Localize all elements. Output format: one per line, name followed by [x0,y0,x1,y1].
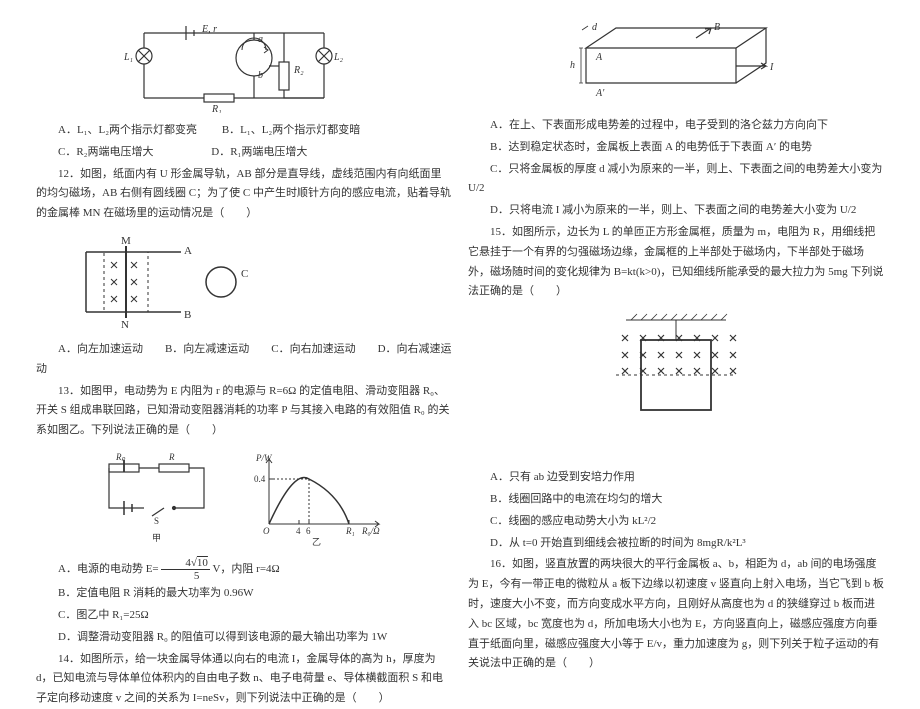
right-column: d B A A' I h A．在上、下表面形成电势差的过程中，电子受到的洛仑兹力… [460,10,892,641]
fig4-I: I [769,62,774,73]
figure-urail: M N A B C [36,232,452,332]
left-column: E, r L₁ L₂ R₁ R₂ a b A．L₁、L₂两个指示灯都变亮 B．L… [28,10,460,641]
fig2-M: M [121,235,131,247]
fig2-N: N [121,319,129,331]
label-R2: R₂ [293,65,304,76]
q12-choices: A．向左加速运动 B．向左减速运动 C．向右加速运动 D．向右减速运动 [36,340,452,380]
fig3-S: S [154,516,159,526]
q14-C: C．只将金属板的厚度 d 减小为原来的一半，则上、下表面之间的电势差大小变为 U… [468,160,884,200]
fig4-Ap: A' [595,88,605,99]
fig4-h: h [570,60,575,71]
q11-C: C．R₂两端电压增大 [58,146,154,158]
fig3-t6: 6 [306,526,311,536]
q13-D: D．调整滑动变阻器 R₀ 的阻值可以得到该电源的最大输出功率为 1W [36,628,452,648]
figure-circuit: E, r L₁ L₂ R₁ R₂ a b [36,18,452,113]
q13-A: A．电源的电动势 E= 4√10 5 V，内阻 r=4Ω [36,557,452,582]
fig3-O: O [263,526,270,536]
fig2-B: B [184,309,191,321]
fig3-t4: 4 [296,526,301,536]
q14-A: A．在上、下表面形成电势差的过程中，电子受到的洛仑兹力方向向下 [468,116,884,136]
q15-B: B．线圈回路中的电流在均匀的增大 [468,490,884,510]
fig3-plabel: 甲 [152,533,161,543]
q13-A-post: V，内阻 r=4Ω [212,563,279,575]
q15-C: C．线圈的感应电动势大小为 kL²/2 [468,512,884,532]
q14-D: D．只将电流 I 减小为原来的一半，则上、下表面之间的电势差大小变为 U/2 [468,201,884,221]
q13-A-den: 5 [161,570,210,582]
fig4-d: d [592,22,598,33]
fig3-Rp: Rₚ [115,452,125,462]
q16-stem: 16．如图，竖直放置的两块很大的平行金属板 a、b，相距为 d，ab 间的电场强… [468,555,884,674]
svg-text:R₁: R₁ [345,526,355,536]
figure-q13: Rₚ R S 甲 P/W 0.4 O 4 6 R₁ [36,449,452,549]
q13-stem: 13．如图甲，电动势为 E 内阻为 r 的电源与 R=6Ω 的定值电阻、滑动变阻… [36,382,452,441]
fig3-plabel2: 乙 [312,537,321,547]
q13-C: C．图乙中 R₁=25Ω [36,606,452,626]
q13-A-pre: A．电源的电动势 E= [58,563,161,575]
label-E: E, r [201,24,217,35]
figure-slab: d B A A' I h [468,18,884,108]
label-R1: R₁ [211,104,222,113]
q12-stem: 12．如图，纸面内有 U 形金属导轨，AB 部分是直导线，虚线范围内有向纸面里的… [36,165,452,224]
fig2-C: C [241,268,248,280]
fig3-ylabel: P/W [255,453,273,463]
q15-D: D．从 t=0 开始直到细线会被拉断的时间为 8mgR/k²L³ [468,534,884,554]
q15-A: A．只有 ab 边受到安培力作用 [468,468,884,488]
q11-choice-CD: C．R₂两端电压增大 D．R₁两端电压增大 [36,143,452,163]
fig3-R: R [168,452,175,462]
q14-stem: 14．如图所示，给一块金属导体通以向右的电流 I，金属导体的高为 h，厚度为 d… [36,650,452,709]
q11-B: B．L₁、L₂两个指示灯都变暗 [222,124,360,136]
label-L2: L₂ [333,52,344,63]
fig3-04: 0.4 [254,474,266,484]
fig2-A: A [184,245,192,257]
q11-choice-AB: A．L₁、L₂两个指示灯都变亮 B．L₁、L₂两个指示灯都变暗 [36,121,452,141]
q15-stem: 15．如图所示，边长为 L 的单匝正方形金属框，质量为 m，电阻为 R，用细线把… [468,223,884,302]
fig3-xlabel: R₀/Ω [361,526,380,536]
q13-A-num: 4 [185,557,191,569]
q11-A: A．L₁、L₂两个指示灯都变亮 [58,124,197,136]
label-b: b [258,70,263,81]
q11-D: D．R₁两端电压增大 [211,146,307,158]
label-a: a [258,34,263,45]
q14-B: B．达到稳定状态时，金属板上表面 A 的电势低于下表面 A′ 的电势 [468,138,884,158]
fig4-A: A [595,52,603,63]
fig4-B: B [714,22,720,33]
q13-B: B．定值电阻 R 消耗的最大功率为 0.96W [36,584,452,604]
figure-frame [468,310,884,460]
q13-A-rad: 10 [197,557,208,569]
label-L1: L₁ [123,52,133,63]
